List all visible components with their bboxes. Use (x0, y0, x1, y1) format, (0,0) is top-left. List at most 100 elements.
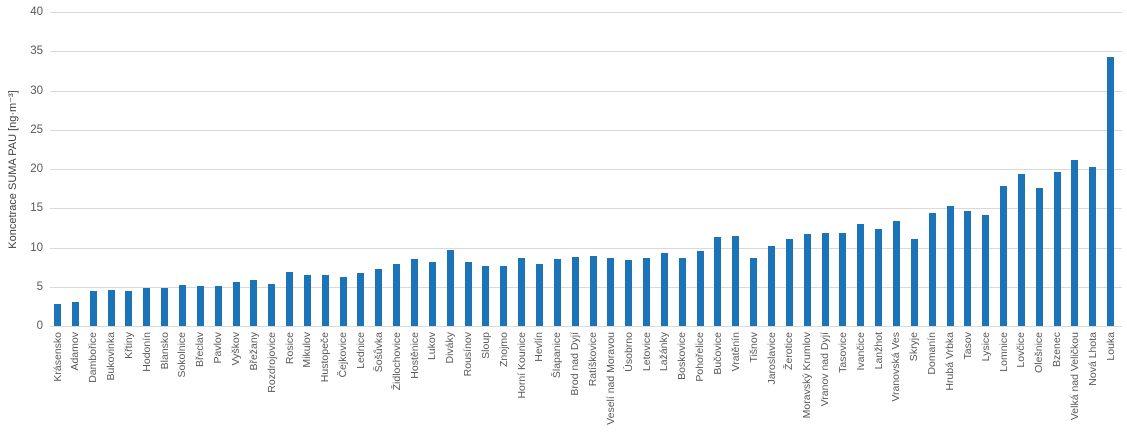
gridline (50, 208, 1122, 210)
x-category-label: Jaroslavice (765, 332, 778, 385)
x-category-label: Lanžhot (872, 332, 885, 370)
bar (625, 260, 633, 326)
x-category-label: Bučovice (711, 332, 724, 375)
bar (1089, 166, 1097, 326)
gridline (50, 286, 1122, 288)
x-category-label: Lednice (354, 332, 367, 369)
x-category-label: Křtiny (122, 332, 135, 359)
x-category-label: Rozdrojovice (265, 332, 278, 393)
x-category-label: Lysice (979, 332, 992, 362)
bar (250, 279, 258, 326)
bar (643, 257, 651, 326)
x-category-label: Hevlín (533, 332, 546, 362)
bar (464, 261, 472, 326)
bar (232, 282, 240, 326)
bar (1035, 187, 1043, 326)
x-category-label: Bukovinka (105, 332, 118, 381)
bar (982, 215, 990, 326)
bar (875, 229, 883, 326)
bar (1017, 173, 1025, 326)
bar (660, 252, 668, 326)
x-category-label: Tišnov (747, 332, 760, 363)
x-category-label: Nová Lhota (1086, 332, 1099, 386)
y-tick-label: 30 (30, 84, 43, 97)
bar (321, 274, 329, 326)
bar (768, 245, 775, 326)
x-category-label: Velká nad Veličkou (1068, 332, 1081, 421)
bar (571, 256, 579, 326)
bar (750, 258, 758, 326)
x-category-label: Adamov (69, 332, 82, 371)
x-category-label: Mikulov (301, 332, 314, 368)
x-category-label: Veselí nad Moravou (604, 332, 617, 425)
bar (393, 263, 401, 326)
x-category-label: Židlochovice (390, 332, 403, 391)
x-category-label: Rosice (283, 332, 296, 365)
x-category-label: Horní Kounice (515, 332, 528, 399)
x-category-label: Hostěnice (408, 332, 421, 379)
x-category-label: Vranov nad Dyjí (819, 332, 832, 407)
gridline (50, 247, 1122, 249)
bar (196, 285, 204, 326)
bar (857, 223, 865, 326)
bar (357, 273, 365, 326)
x-category-label: Hustopeče (319, 332, 332, 383)
x-category-label: Čejkovice (337, 332, 350, 378)
y-tick-label: 15 (30, 202, 43, 215)
bar (125, 290, 133, 326)
bar (339, 276, 347, 326)
gridline (50, 326, 1122, 327)
bar (589, 256, 597, 326)
x-category-label: Pohořelice (694, 332, 707, 382)
bar (696, 250, 704, 326)
y-tick-label: 25 (30, 123, 43, 136)
bar (785, 238, 793, 326)
bar (71, 302, 79, 326)
gridline (50, 12, 1122, 13)
x-category-label: Rousínov (462, 332, 475, 377)
gridline (50, 129, 1122, 131)
bar (928, 212, 936, 326)
y-tick-label: 10 (30, 241, 43, 254)
x-category-label: Šošůvka (372, 332, 385, 373)
bar (54, 304, 61, 326)
x-category-label: Tasov (961, 332, 974, 360)
bar (518, 258, 526, 326)
x-category-label: Krásensko (51, 332, 64, 382)
bar (268, 283, 276, 326)
x-category-label: Skryje (908, 332, 921, 362)
bar (1000, 186, 1008, 326)
y-tick-label: 40 (30, 6, 43, 18)
x-category-label: Diváky (444, 332, 457, 364)
x-category-label: Brod nad Dyjí (569, 332, 582, 396)
bar (214, 285, 222, 326)
bar (839, 233, 847, 326)
bar (910, 238, 918, 326)
gridline (50, 169, 1122, 170)
bar (178, 285, 186, 326)
x-category-label: Bzenec (1051, 332, 1064, 368)
bar (535, 263, 543, 326)
bar (303, 274, 311, 326)
bar (892, 220, 900, 326)
x-category-label: Letovice (640, 332, 653, 372)
bar (107, 289, 115, 326)
bar (678, 257, 686, 326)
x-category-label: Vranovská Ves (890, 332, 903, 402)
x-category-label: Břeclav (194, 332, 207, 368)
bar (946, 205, 954, 326)
bar (964, 211, 972, 326)
x-category-label: Louka (1104, 332, 1117, 361)
bar (446, 249, 454, 326)
bar (607, 257, 615, 326)
x-category-label: Olešnice (1033, 332, 1046, 373)
y-tick-label: 5 (36, 280, 43, 293)
x-category-label: Vratěnín (729, 332, 742, 372)
bar (89, 290, 97, 326)
bar (500, 266, 508, 326)
x-category-label: Břežany (247, 332, 260, 371)
bar (375, 269, 383, 326)
bar (1071, 159, 1079, 326)
bar (803, 234, 811, 326)
